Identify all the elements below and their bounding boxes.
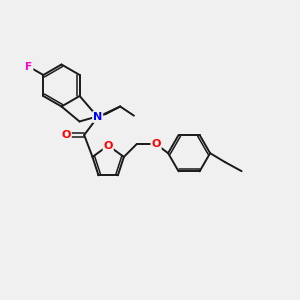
Text: O: O [152, 139, 161, 149]
Text: O: O [61, 130, 71, 140]
Text: F: F [26, 62, 33, 72]
Text: O: O [103, 140, 113, 151]
Text: N: N [93, 112, 102, 122]
